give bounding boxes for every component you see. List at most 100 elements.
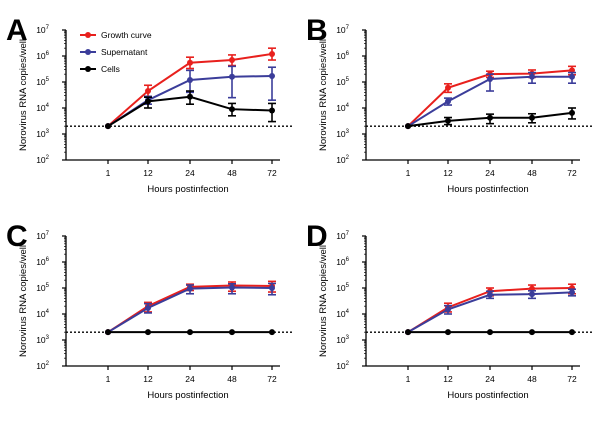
y-tick-label: 103 [336, 129, 349, 139]
y-tick-exponent: 5 [46, 77, 50, 83]
y-tick-label: 106 [36, 51, 49, 61]
y-tick-exponent: 6 [46, 257, 50, 263]
y-tick-exponent: 3 [46, 129, 50, 135]
y-tick-label: 105 [36, 77, 49, 87]
data-point [405, 123, 411, 130]
data-point [187, 59, 193, 66]
y-tick-label: 103 [336, 335, 349, 345]
y-tick-label: 102 [36, 155, 49, 165]
y-tick-exponent: 2 [346, 155, 350, 161]
y-tick-exponent: 7 [46, 231, 50, 237]
series-supernatant [405, 288, 576, 336]
y-axis-label: Norovirus RNA copies/well [318, 39, 329, 151]
y-axis-label: Norovirus RNA copies/well [18, 245, 29, 357]
legend-label: Growth curve [101, 30, 152, 40]
data-point [229, 73, 235, 80]
y-tick-exponent: 3 [46, 335, 50, 341]
x-tick-label: 72 [567, 168, 577, 178]
series-supernatant [105, 282, 276, 336]
y-tick-exponent: 5 [346, 77, 350, 83]
y-tick-exponent: 4 [46, 103, 50, 109]
series-cells [405, 107, 576, 130]
y-tick-exponent: 2 [346, 361, 350, 367]
legend-swatch-marker [85, 49, 91, 55]
data-point [145, 305, 151, 312]
y-tick-label: 102 [336, 361, 349, 371]
data-point [229, 284, 235, 291]
x-tick-label: 12 [443, 374, 453, 384]
data-point [569, 329, 575, 336]
x-tick-label: 72 [267, 168, 277, 178]
y-tick-exponent: 3 [346, 335, 350, 341]
data-point [487, 291, 493, 298]
data-point [269, 50, 275, 57]
data-point [187, 93, 193, 100]
x-tick-label: 48 [227, 168, 237, 178]
x-tick-label: 24 [185, 168, 195, 178]
y-tick-exponent: 6 [346, 51, 350, 57]
y-tick-exponent: 4 [346, 103, 350, 109]
data-point [269, 329, 275, 336]
y-tick-exponent: 6 [346, 257, 350, 263]
x-tick-label: 48 [227, 374, 237, 384]
panel-letter: A [6, 14, 28, 47]
series-cells [105, 90, 276, 130]
data-point [569, 73, 575, 80]
panel-letter: C [6, 220, 28, 253]
y-tick-label: 106 [36, 257, 49, 267]
x-tick-label: 1 [106, 374, 111, 384]
y-tick-exponent: 2 [46, 361, 50, 367]
x-tick-label: 24 [185, 374, 195, 384]
data-point [529, 73, 535, 80]
y-tick-label: 102 [36, 361, 49, 371]
data-point [487, 76, 493, 83]
data-point [445, 117, 451, 124]
x-tick-label: 12 [143, 168, 153, 178]
legend: Growth curve Supernatant Cells [80, 30, 152, 74]
x-tick-label: 24 [485, 168, 495, 178]
data-point [229, 106, 235, 113]
legend-swatch-marker [85, 66, 91, 72]
data-point [445, 98, 451, 105]
data-point [145, 98, 151, 105]
data-point [105, 329, 111, 336]
data-point [529, 329, 535, 336]
y-tick-exponent: 7 [346, 25, 350, 31]
series-cells [405, 329, 575, 336]
x-tick-label: 48 [527, 168, 537, 178]
data-point [229, 329, 235, 336]
data-point [529, 291, 535, 298]
y-tick-exponent: 5 [346, 283, 350, 289]
y-tick-label: 107 [36, 25, 49, 35]
y-tick-label: 106 [336, 51, 349, 61]
data-point [529, 114, 535, 121]
y-tick-label: 106 [336, 257, 349, 267]
x-tick-label: 12 [443, 168, 453, 178]
panel-letter: B [306, 14, 328, 47]
data-point [405, 329, 411, 336]
data-point [187, 329, 193, 336]
data-point [269, 73, 275, 80]
y-tick-exponent: 4 [346, 309, 350, 315]
x-axis-label: Hours postinfection [147, 390, 228, 401]
x-axis-label: Hours postinfection [147, 184, 228, 195]
data-point [445, 84, 451, 91]
y-tick-label: 103 [36, 129, 49, 139]
data-point [487, 329, 493, 336]
y-tick-exponent: 3 [346, 129, 350, 135]
series-supernatant [405, 71, 576, 130]
y-tick-label: 107 [36, 231, 49, 241]
legend-label: Supernatant [101, 47, 148, 57]
data-point [105, 123, 111, 130]
y-tick-label: 104 [336, 309, 349, 319]
y-tick-exponent: 7 [346, 231, 350, 237]
data-point [269, 107, 275, 114]
data-point [569, 109, 575, 116]
y-axis-label: Norovirus RNA copies/well [18, 39, 29, 151]
legend-swatch-marker [85, 32, 91, 38]
x-tick-label: 1 [406, 168, 411, 178]
